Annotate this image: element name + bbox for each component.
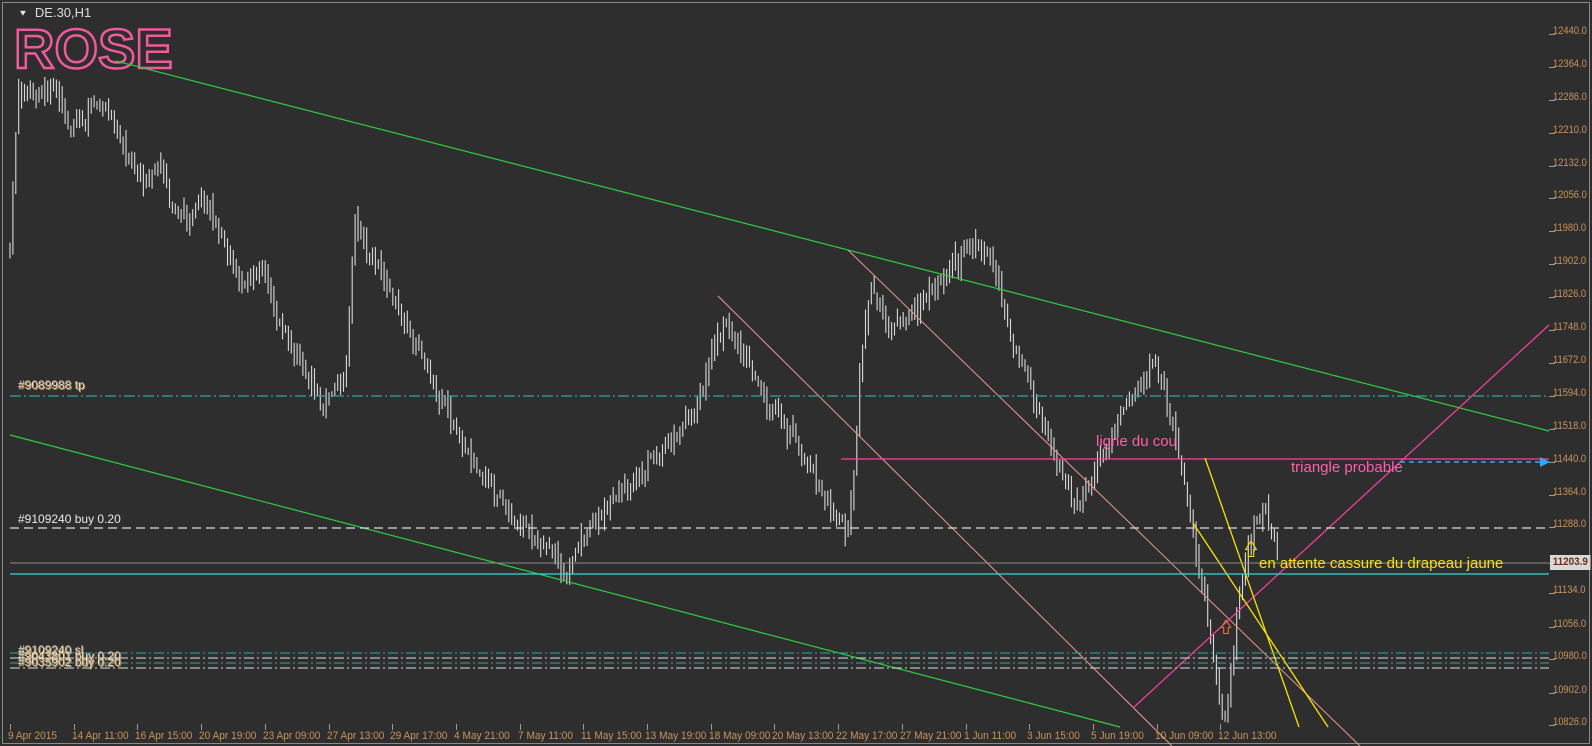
svg-text:#9089988 tp: #9089988 tp [19,379,86,393]
svg-text:ligne du cou: ligne du cou [1096,433,1177,450]
svg-text:#9035902 buy 0.20: #9035902 buy 0.20 [19,656,122,670]
svg-text:triangle probable: triangle probable [1291,459,1403,476]
svg-text:#9109240 buy 0.20: #9109240 buy 0.20 [18,512,121,526]
svg-text:en attente cassure du drapeau: en attente cassure du drapeau jaune [1259,555,1503,572]
